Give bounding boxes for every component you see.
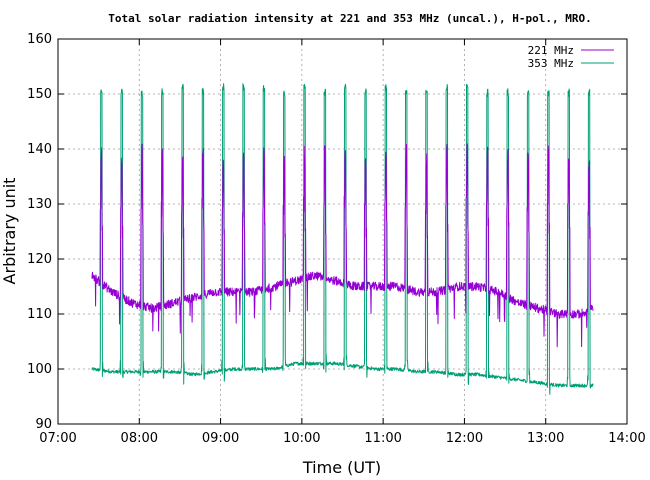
series-layer bbox=[91, 83, 594, 395]
series-line-353-mhz bbox=[91, 83, 594, 395]
x-axis-label: Time (UT) bbox=[302, 458, 381, 477]
x-tick-label: 13:00 bbox=[527, 431, 564, 446]
series-line-221-mhz bbox=[91, 143, 594, 348]
y-tick-label: 130 bbox=[27, 197, 52, 212]
y-tick-label: 90 bbox=[35, 417, 52, 432]
y-tick-label: 110 bbox=[27, 307, 52, 322]
grid-layer bbox=[58, 39, 627, 424]
plot-frame bbox=[57, 38, 628, 425]
x-tick-label: 09:00 bbox=[202, 431, 239, 446]
x-tick-label: 14:00 bbox=[608, 431, 645, 446]
x-tick-label: 10:00 bbox=[283, 431, 320, 446]
legend-label: 221 MHz bbox=[528, 44, 574, 57]
chart-title: Total solar radiation intensity at 221 a… bbox=[108, 12, 591, 25]
x-tick-label: 12:00 bbox=[446, 431, 483, 446]
legend-label: 353 MHz bbox=[528, 57, 574, 70]
y-tick-label: 120 bbox=[27, 252, 52, 267]
x-tick-label: 07:00 bbox=[39, 431, 76, 446]
y-tick-label: 100 bbox=[27, 362, 52, 377]
x-tick-label: 11:00 bbox=[364, 431, 401, 446]
y-tick-label: 140 bbox=[27, 142, 52, 157]
x-tick-label: 08:00 bbox=[121, 431, 158, 446]
tick-layer: 90 100 110 120 130 140 150 160 07:00 08:00 09:00 10… bbox=[27, 32, 646, 446]
y-axis-label: Arbitrary unit bbox=[0, 178, 19, 285]
y-tick-label: 150 bbox=[27, 87, 52, 102]
y-tick-label: 160 bbox=[27, 32, 52, 47]
